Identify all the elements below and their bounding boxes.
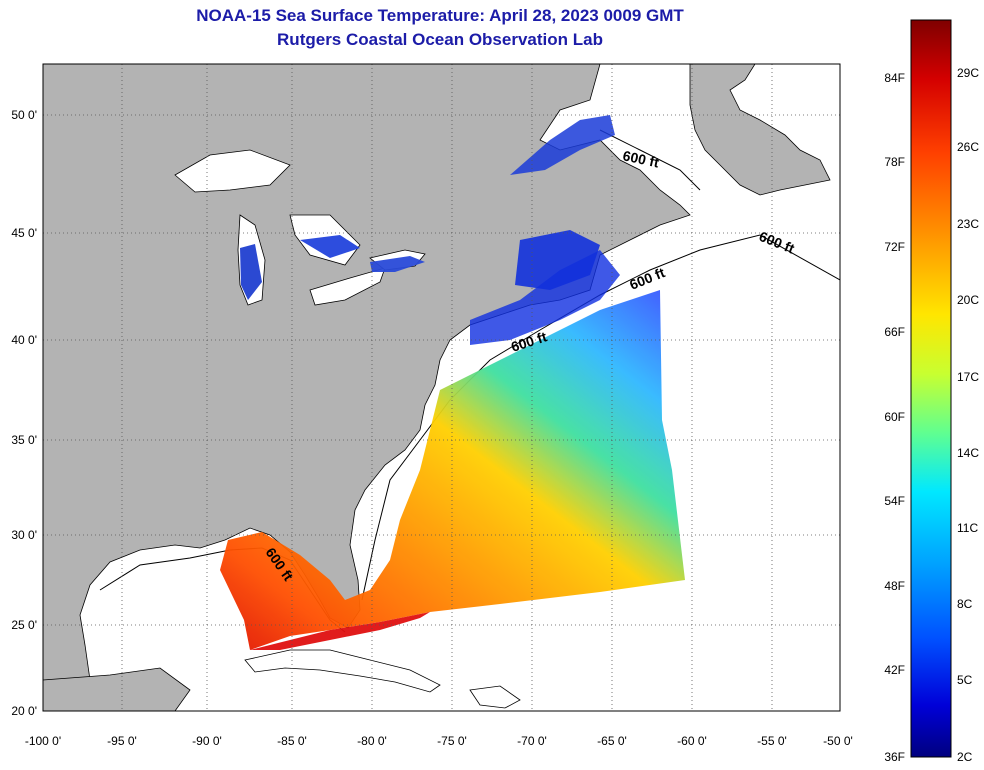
colorbar-c-label: 2C [957, 750, 973, 764]
colorbar-f-label: 78F [884, 155, 905, 169]
colorbar-c-label: 23C [957, 217, 979, 231]
lon-tick-label: -75 0' [437, 734, 467, 748]
contour-600ft-gulf-st-lawrence [599, 129, 701, 191]
colorbar-c-label: 14C [957, 446, 979, 460]
colorbar-f-label: 48F [884, 579, 905, 593]
land-hispaniola [469, 685, 521, 709]
map-subtitle: Rutgers Coastal Ocean Observation Lab [277, 30, 603, 49]
lon-tick-label: -95 0' [107, 734, 137, 748]
colorbar-f-label: 42F [884, 663, 905, 677]
lat-tick-label: 25 0' [11, 618, 37, 632]
map-title: NOAA-15 Sea Surface Temperature: April 2… [196, 6, 684, 25]
colorbar-c-label: 26C [957, 140, 979, 154]
lat-tick-label: 35 0' [11, 433, 37, 447]
lon-tick-label: -65 0' [597, 734, 627, 748]
lake-superior [174, 149, 291, 193]
sst-florida-strait [250, 612, 430, 650]
lat-tick-label: 40 0' [11, 333, 37, 347]
sst-data-layer [220, 115, 685, 650]
land-yucatan [43, 667, 191, 711]
colorbar-f-label: 60F [884, 410, 905, 424]
colorbar-c-label: 17C [957, 370, 979, 384]
lon-tick-label: -85 0' [277, 734, 307, 748]
colorbar-celsius-labels: 29C 26C 23C 20C 17C 14C 11C 8C 5C 2C [957, 66, 979, 764]
lake-erie [309, 267, 386, 306]
colorbar-c-label: 8C [957, 597, 973, 611]
colorbar-c-label: 11C [957, 521, 978, 535]
temperature-colorbar [910, 19, 952, 758]
colorbar-c-label: 20C [957, 293, 979, 307]
contour-600ft-atlantic [361, 234, 840, 601]
lon-tick-label: -80 0' [357, 734, 387, 748]
latitude-axis: 50 0' 45 0' 40 0' 35 0' 30 0' 25 0' 20 0… [11, 108, 37, 718]
longitude-axis: -100 0' -95 0' -90 0' -85 0' -80 0' -75 … [25, 734, 853, 748]
sst-lake-erie [370, 256, 425, 272]
colorbar-c-label: 5C [957, 673, 973, 687]
lat-tick-label: 50 0' [11, 108, 37, 122]
land-north-america [43, 64, 691, 711]
lon-tick-label: -50 0' [823, 734, 853, 748]
colorbar-f-label: 72F [884, 240, 905, 254]
map-frame [42, 63, 841, 712]
colorbar-c-label: 29C [957, 66, 979, 80]
lat-tick-label: 45 0' [11, 226, 37, 240]
lat-tick-label: 30 0' [11, 528, 37, 542]
graticule [43, 64, 840, 711]
lon-tick-label: -55 0' [757, 734, 787, 748]
colorbar-f-label: 54F [884, 494, 905, 508]
lon-tick-label: -90 0' [192, 734, 222, 748]
land-cuba [244, 649, 441, 693]
lat-tick-label: 20 0' [11, 704, 37, 718]
sst-swath-main [220, 290, 685, 650]
lon-tick-label: -100 0' [25, 734, 61, 748]
sst-gulf-maine [515, 230, 600, 290]
colorbar-f-label: 66F [884, 325, 905, 339]
lon-tick-label: -70 0' [517, 734, 547, 748]
lon-tick-label: -60 0' [677, 734, 707, 748]
contour-label: 600 ft [621, 147, 660, 170]
colorbar-f-label: 36F [884, 750, 905, 764]
sst-st-lawrence [510, 115, 615, 175]
sst-lake-huron [300, 235, 360, 258]
colorbar-f-label: 84F [884, 71, 905, 85]
land-newfoundland [689, 64, 831, 196]
sst-lake-michigan [240, 244, 262, 300]
colorbar-fahrenheit-labels: 84F 78F 72F 66F 60F 54F 48F 42F 36F [884, 71, 905, 764]
